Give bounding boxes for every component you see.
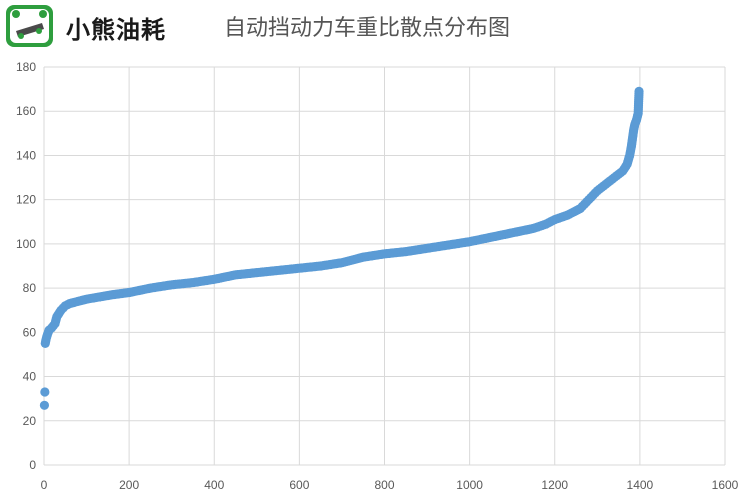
data-point [40, 387, 50, 397]
logo [6, 5, 53, 47]
brand-name: 小熊油耗 [66, 16, 166, 44]
y-axis-ticks: 0 20 40 60 80 100 120 140 160 180 [16, 60, 36, 472]
y-tick-label: 160 [16, 104, 36, 118]
x-tick-label: 600 [289, 478, 309, 492]
y-tick-label: 140 [16, 148, 36, 162]
y-tick-label: 100 [16, 237, 36, 251]
y-tick-label: 60 [23, 325, 37, 339]
x-tick-label: 400 [204, 478, 224, 492]
data-point [634, 86, 644, 96]
x-tick-label: 200 [119, 478, 139, 492]
chart-title: 自动挡动力车重比散点分布图 [224, 16, 511, 41]
y-tick-label: 120 [16, 193, 36, 207]
y-tick-label: 0 [29, 458, 36, 472]
y-tick-label: 80 [23, 281, 37, 295]
x-tick-label: 1000 [456, 478, 483, 492]
x-tick-label: 1600 [712, 478, 739, 492]
x-axis-ticks: 0 200 400 600 800 1000 1200 1400 1600 [41, 478, 739, 492]
y-tick-label: 40 [23, 370, 37, 384]
y-tick-label: 180 [16, 60, 36, 74]
x-tick-label: 1400 [627, 478, 654, 492]
x-tick-label: 1200 [541, 478, 568, 492]
x-tick-label: 800 [374, 478, 394, 492]
y-tick-label: 20 [23, 414, 37, 428]
chart-grid [43, 66, 726, 466]
x-tick-label: 0 [41, 478, 48, 492]
bear-car-logo-icon [10, 9, 49, 43]
data-points [39, 86, 644, 410]
data-point [39, 400, 50, 410]
